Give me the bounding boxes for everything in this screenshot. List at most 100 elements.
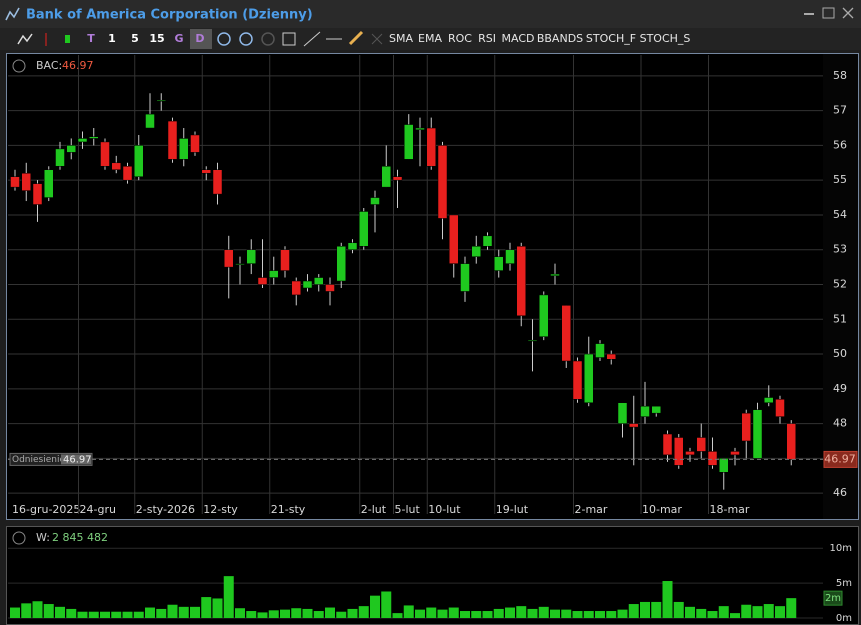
x-tick-label: 10-lut bbox=[428, 503, 461, 516]
y-tick-label: 55 bbox=[833, 173, 847, 186]
candle-body bbox=[190, 134, 200, 153]
candle-body bbox=[392, 176, 403, 181]
candle-body bbox=[539, 294, 549, 337]
candle-body bbox=[505, 249, 515, 264]
volume-bar bbox=[561, 609, 572, 618]
toolbar-button[interactable]: STOCH_S bbox=[640, 32, 691, 45]
volume-bar bbox=[77, 611, 88, 618]
candle-body bbox=[291, 280, 301, 296]
volume-bar bbox=[493, 608, 504, 618]
volume-bar bbox=[538, 606, 549, 618]
draw-tool[interactable] bbox=[348, 30, 364, 46]
price-tag bbox=[823, 450, 858, 468]
grid-tool[interactable] bbox=[282, 32, 296, 46]
candle-body bbox=[550, 273, 560, 277]
volume-bar bbox=[100, 611, 110, 618]
zoom-out[interactable] bbox=[239, 32, 253, 46]
candle-body bbox=[89, 136, 99, 139]
volume-bar bbox=[763, 604, 774, 618]
close-button[interactable] bbox=[842, 7, 854, 19]
x-tick-label: 12-sty bbox=[203, 503, 238, 516]
candle-body bbox=[662, 433, 673, 456]
toolbar-button[interactable]: 5 bbox=[131, 32, 139, 45]
y-tick-label: 57 bbox=[833, 104, 847, 117]
candle-body bbox=[179, 138, 189, 160]
toolbar-button[interactable]: 15 bbox=[149, 32, 164, 45]
toolbar-button[interactable]: G bbox=[174, 32, 183, 45]
candle-body bbox=[167, 120, 178, 160]
toolbar-button[interactable]: 1 bbox=[108, 32, 116, 45]
volume-bar bbox=[572, 611, 583, 618]
volume-bar bbox=[516, 606, 527, 618]
candle-tool[interactable] bbox=[65, 35, 70, 43]
volume-bar bbox=[280, 609, 290, 618]
toolbar-button[interactable]: RSI bbox=[478, 32, 496, 45]
selected-period-bg bbox=[190, 29, 212, 49]
toolbar-button[interactable]: D bbox=[195, 32, 204, 45]
volume-legend: W: bbox=[36, 531, 50, 544]
volume-bar bbox=[66, 608, 77, 618]
candle-body bbox=[347, 242, 358, 250]
volume-bar bbox=[358, 606, 369, 618]
volume-bar bbox=[190, 606, 200, 618]
volume-bar bbox=[426, 607, 437, 618]
x-tick-label: 19-lut bbox=[496, 503, 529, 516]
y-tick-label: 46 bbox=[833, 486, 847, 499]
toolbar-button[interactable]: SMA bbox=[389, 32, 413, 45]
candle-body bbox=[516, 246, 526, 317]
line-tool[interactable] bbox=[17, 33, 33, 45]
candle-body bbox=[561, 305, 571, 362]
toolbar-button[interactable]: ROC bbox=[448, 32, 472, 45]
volume-bar bbox=[21, 603, 32, 618]
y-tick-label: 49 bbox=[833, 382, 847, 395]
volume-bar bbox=[527, 608, 538, 618]
volume-bar bbox=[640, 601, 650, 618]
toolbar-button[interactable]: STOCH_F bbox=[586, 32, 636, 45]
volume-bar bbox=[583, 611, 594, 618]
move-handle[interactable] bbox=[12, 531, 26, 545]
toolbar-button[interactable]: BBANDS bbox=[537, 32, 583, 45]
volume-bar bbox=[482, 611, 493, 618]
move-handle[interactable] bbox=[12, 59, 26, 73]
volume-bar bbox=[707, 611, 718, 618]
candle-body bbox=[640, 405, 650, 417]
volume-bar bbox=[471, 611, 482, 618]
reference-label: Odniesienie bbox=[12, 455, 65, 465]
volume-bar bbox=[752, 606, 763, 618]
candle-body bbox=[55, 148, 65, 167]
x-tick-label: 18-mar bbox=[710, 503, 750, 516]
candle-body bbox=[730, 451, 740, 456]
volume-bar bbox=[268, 610, 279, 618]
volume-bar bbox=[415, 609, 425, 618]
last-price: 46.97 bbox=[62, 59, 94, 72]
candle-body bbox=[404, 124, 414, 160]
toolbar-button[interactable]: MACD bbox=[502, 32, 535, 45]
candle-body bbox=[707, 451, 718, 466]
candle-body bbox=[122, 166, 133, 181]
volume-bar bbox=[235, 608, 245, 618]
clear-tool[interactable] bbox=[371, 33, 383, 45]
window-title: Bank of America Corporation (Dzienny) bbox=[26, 8, 313, 23]
candle-body bbox=[460, 263, 470, 292]
maximize-button[interactable] bbox=[822, 7, 835, 19]
candle-body bbox=[224, 249, 234, 268]
candle-body bbox=[336, 246, 346, 282]
zoom-reset[interactable] bbox=[261, 32, 275, 46]
trendline-tool[interactable] bbox=[303, 31, 321, 47]
volume-bar bbox=[325, 607, 335, 618]
candle-body bbox=[111, 162, 121, 171]
toolbar-button[interactable]: T bbox=[87, 32, 95, 45]
x-tick-label: 5-lut bbox=[395, 503, 421, 516]
app-icon bbox=[5, 7, 20, 21]
zoom-in[interactable] bbox=[217, 32, 231, 46]
minimize-button[interactable] bbox=[804, 13, 814, 15]
volume-bar bbox=[246, 611, 257, 618]
x-tick-label: 21-sty bbox=[271, 503, 306, 516]
candle-body bbox=[280, 249, 290, 271]
candle-body bbox=[449, 214, 459, 264]
candle-body bbox=[10, 176, 20, 188]
candle-body bbox=[212, 169, 223, 195]
toolbar-button[interactable]: EMA bbox=[418, 32, 442, 45]
candle-body bbox=[719, 458, 729, 473]
